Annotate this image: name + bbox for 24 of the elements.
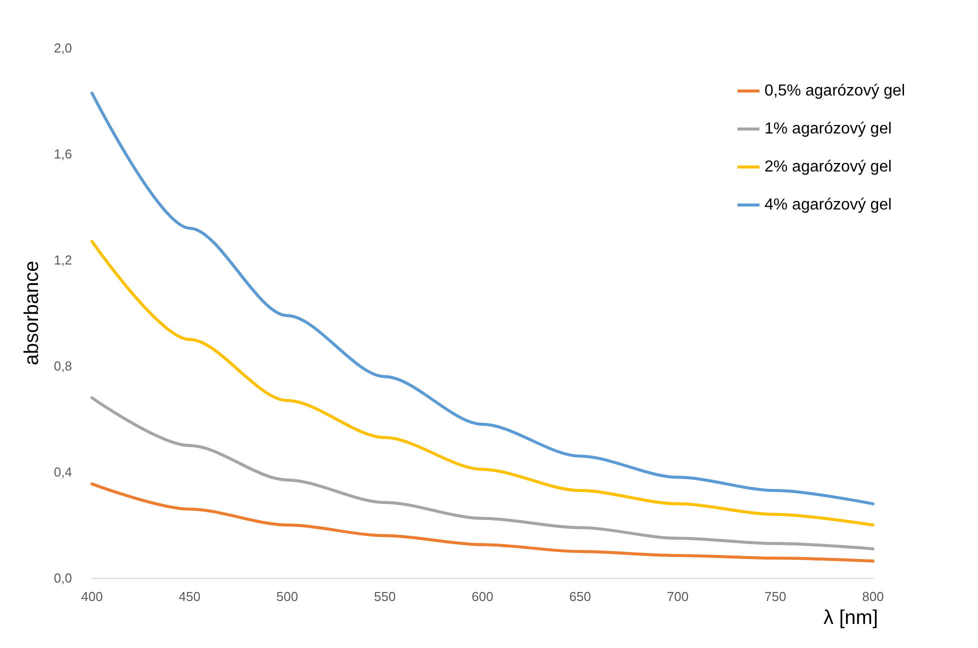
legend-label: 4% agarózový gel [764, 196, 892, 214]
x-tick-label: 550 [374, 589, 396, 604]
y-axis-title: absorbance [21, 260, 43, 366]
legend-label: 2% agarózový gel [764, 158, 892, 176]
x-tick-label: 450 [178, 589, 200, 604]
y-tick-label: 1,2 [54, 252, 72, 268]
x-axis-title: λ [nm] [824, 607, 878, 629]
line-series [90, 240, 874, 526]
y-tick-label: 0,0 [54, 570, 72, 586]
y-tick-label: 1,6 [54, 146, 72, 162]
x-tick-label: 500 [276, 589, 298, 604]
x-tick-label: 650 [569, 589, 591, 604]
line-series [90, 482, 874, 563]
y-tick-label: 0,4 [54, 464, 72, 480]
legend-label: 0,5% agarózový gel [764, 82, 905, 100]
x-tick-label: 400 [81, 589, 103, 604]
x-tick-label: 700 [666, 589, 689, 604]
x-tick-label: 600 [472, 589, 494, 604]
line-series [90, 396, 874, 550]
x-tick-label: 750 [764, 589, 786, 604]
y-tick-label: 2,0 [54, 40, 72, 56]
y-tick-label: 0,8 [54, 358, 72, 374]
legend-label: 1% agarózový gel [764, 120, 892, 138]
x-tick-label: 800 [862, 589, 884, 604]
